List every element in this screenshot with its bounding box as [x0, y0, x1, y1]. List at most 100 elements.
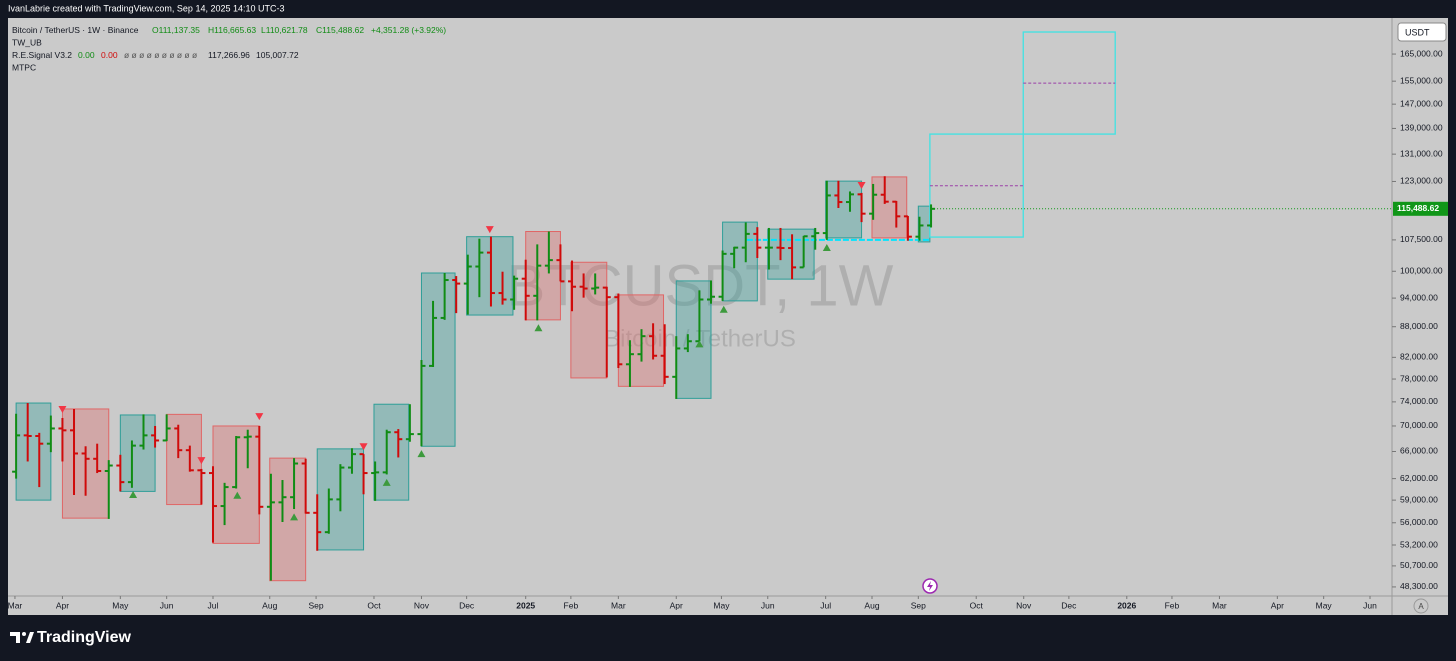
range-box [722, 221, 758, 302]
y-tick-label: 131,000.00 [1400, 148, 1443, 158]
y-tick-label: 165,000.00 [1400, 48, 1443, 58]
brand-name: TradingView [37, 629, 132, 646]
range-box [166, 413, 202, 506]
y-tick-label: 66,000.00 [1400, 446, 1438, 456]
symbol-title: Bitcoin / TetherUS · 1W · Binance [12, 25, 139, 35]
x-tick-label: Nov [414, 600, 430, 610]
range-box [767, 228, 815, 280]
range-box [466, 236, 514, 316]
x-tick-label: Jun [761, 600, 775, 610]
y-tick-label: 59,000.00 [1400, 494, 1438, 504]
y-tick-label: 123,000.00 [1400, 176, 1443, 186]
range-box [269, 457, 307, 582]
range-box [15, 402, 52, 501]
signal-up [233, 491, 242, 499]
x-tick-label: Jul [208, 600, 219, 610]
x-tick-label: 2026 [1117, 600, 1136, 610]
signal-down [485, 226, 494, 234]
range-box [420, 272, 456, 447]
x-tick-label: Apr [1271, 600, 1284, 610]
top-bar-text: IvanLabrie created with TradingView.com,… [8, 3, 285, 13]
x-tick-label: Dec [459, 600, 475, 610]
ohlc-open: O111,137.35 [152, 25, 200, 35]
x-tick-label: Oct [367, 600, 381, 610]
x-tick-label: May [1316, 600, 1333, 610]
y-tick-label: 107,500.00 [1400, 234, 1443, 244]
x-tick-label: May [713, 600, 730, 610]
indicator-name: TW_UB [12, 37, 42, 47]
y-tick-label: 82,000.00 [1400, 352, 1438, 362]
y-tick-label: 94,000.00 [1400, 292, 1438, 302]
ohlc-close: C115,488.62 [316, 25, 364, 35]
y-tick-label: 70,000.00 [1400, 420, 1438, 430]
auto-scale-button[interactable] [1413, 598, 1429, 614]
currency-button[interactable] [1397, 22, 1447, 42]
ohlc-change: +4,351.28 (+3.92%) [371, 25, 446, 35]
signal-down [58, 405, 67, 413]
signal-up [290, 513, 299, 521]
last-price-box [1393, 201, 1448, 216]
indicator-value: 0.00 [78, 50, 95, 60]
y-tick-label: 56,000.00 [1400, 517, 1438, 527]
x-tick-label: Mar [611, 600, 626, 610]
x-tick-label: Feb [564, 600, 579, 610]
x-tick-label: Aug [262, 600, 277, 610]
signal-down [857, 182, 866, 190]
range-box [871, 176, 908, 239]
x-tick-label: Aug [864, 600, 879, 610]
range-box [373, 403, 410, 501]
x-tick-label: Mar [8, 600, 23, 610]
signal-down [197, 457, 206, 465]
range-box [617, 294, 665, 387]
brand-logo [10, 632, 34, 643]
y-tick-label: 88,000.00 [1400, 321, 1438, 331]
signal-up [534, 324, 543, 332]
x-tick-label: Apr [56, 600, 69, 610]
signal-down [359, 443, 368, 451]
indicator-line: R.E.Signal V3.2 0.00 0.00 ø ø ø ø ø ø ø … [12, 50, 299, 60]
x-tick-label: Jul [820, 600, 831, 610]
event-bolt [927, 581, 933, 591]
range-box [119, 414, 156, 492]
y-tick-label: 78,000.00 [1400, 373, 1438, 383]
x-tick-label: Nov [1016, 600, 1032, 610]
logo-part [22, 632, 26, 636]
x-tick-label: Mar [1212, 600, 1227, 610]
x-tick-label: Oct [970, 600, 984, 610]
x-tick-label: Sep [911, 600, 926, 610]
currency-label[interactable]: USDT [1405, 27, 1430, 37]
y-tick-label: 53,200.00 [1400, 539, 1438, 549]
signal-up [129, 491, 138, 499]
x-tick-label: May [112, 600, 129, 610]
chart-area [8, 18, 1448, 615]
x-tick-label: Apr [670, 600, 683, 610]
signal-up [382, 478, 391, 486]
signal-up [695, 340, 704, 348]
range-box [825, 180, 863, 239]
ohlc-high: H116,665.63 [208, 25, 256, 35]
y-tick-label: 50,700.00 [1400, 560, 1438, 570]
x-tick-label: Jun [1363, 600, 1377, 610]
signal-up [417, 450, 426, 458]
range-box [675, 280, 712, 399]
range-box [525, 231, 561, 321]
last-price-label: 115,488.62 [1397, 203, 1439, 213]
y-tick-label: 139,000.00 [1400, 123, 1443, 133]
y-tick-label: 62,000.00 [1400, 473, 1438, 483]
legend-line: Bitcoin / TetherUS · 1W · Binance O111,1… [12, 25, 446, 35]
logo-part [10, 632, 20, 643]
indicator-value: 105,007.72 [256, 50, 299, 60]
y-tick-label: 48,300.00 [1400, 581, 1438, 591]
indicator-name: MTPC [12, 62, 36, 72]
indicator-value: 117,266.96 [208, 50, 250, 60]
x-tick-label: Feb [1165, 600, 1180, 610]
signal-up [822, 244, 831, 252]
auto-scale-label[interactable]: A [1418, 602, 1424, 611]
y-tick-label: 100,000.00 [1400, 266, 1443, 276]
y-tick-label: 155,000.00 [1400, 75, 1443, 85]
indicator-value: 0.00 [101, 50, 118, 60]
x-tick-label: Dec [1061, 600, 1077, 610]
x-tick-label: Jun [160, 600, 174, 610]
